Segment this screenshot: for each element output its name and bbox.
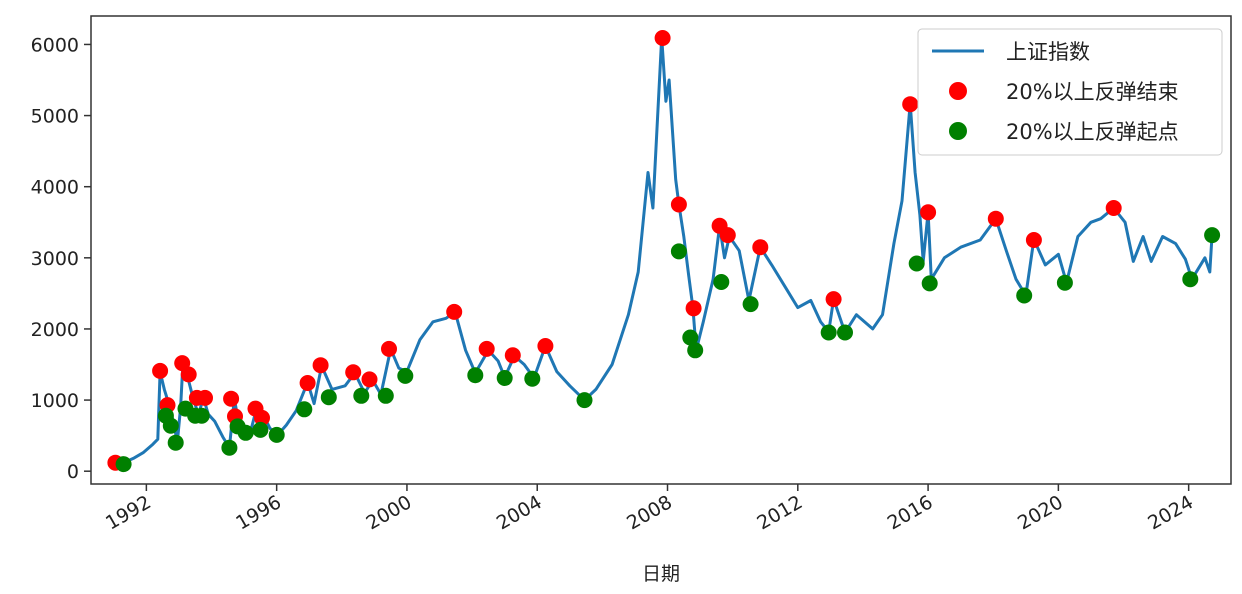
- rebound-start-point-31: [1056, 274, 1073, 291]
- rebound-end-point-6: [197, 389, 213, 406]
- rebound-start-point-13: [320, 389, 337, 406]
- rebound-start-point-19: [524, 370, 541, 387]
- x-tick-label-1992: 1992: [102, 491, 155, 534]
- rebound-start-point-15: [377, 387, 394, 404]
- rebound-end-point-22: [685, 300, 702, 317]
- rebound-start-point-9: [237, 424, 254, 441]
- rebound-end-point-30: [1025, 232, 1042, 248]
- legend: 上证指数 20%以上反弹结束 20%以上反弹起点: [917, 28, 1223, 156]
- x-tick-label-2012: 2012: [753, 491, 806, 534]
- rebound-end-point-14: [361, 371, 378, 388]
- x-axis-label: 日期: [642, 563, 680, 585]
- x-tick-label-1996: 1996: [232, 491, 285, 534]
- y-tick-label-3000: 3000: [31, 248, 79, 270]
- y-tick-label-0: 0: [67, 461, 79, 483]
- x-tick-label-2000: 2000: [363, 491, 416, 534]
- rebound-start-point-32: [1182, 271, 1199, 288]
- rebound-start-point-24: [713, 274, 730, 290]
- rebound-start-point-30: [1016, 287, 1033, 304]
- rebound-end-point-1: [152, 362, 169, 379]
- rebound-end-point-7: [223, 390, 240, 407]
- rebound-end-point-28: [920, 204, 937, 221]
- legend-item-rebound-end-label: 20%以上反弹结束: [1006, 80, 1179, 104]
- rebound-end-point-10: [254, 409, 270, 426]
- rebound-end-point-27: [902, 96, 919, 113]
- rebound-start-point-33: [1204, 227, 1221, 244]
- rebound-start-point-10: [252, 421, 269, 438]
- rebound-end-point-18: [504, 347, 521, 364]
- rebound-start-point-6: [193, 407, 210, 424]
- rebound-end-point-4: [180, 366, 197, 383]
- rebound-end-point-13: [345, 364, 362, 381]
- y-tick-label-6000: 6000: [31, 34, 79, 56]
- rebound-start-point-20: [576, 392, 593, 409]
- plot-area: [107, 30, 1221, 473]
- x-tick-label-2008: 2008: [623, 491, 676, 534]
- rebound-start-point-14: [353, 387, 370, 404]
- rebound-start-point-7: [221, 439, 238, 456]
- y-tick-label-5000: 5000: [31, 106, 79, 128]
- x-axis: 1992 1996 2000 2004 2008 2012 2016 2020 2024: [102, 484, 1197, 535]
- legend-item-index-label: 上证指数: [1006, 40, 1090, 64]
- rebound-start-point-11: [268, 426, 285, 443]
- rebound-start-point-0: [115, 456, 132, 473]
- y-tick-label-2000: 2000: [31, 319, 79, 341]
- rebound-start-point-16: [397, 367, 414, 384]
- y-tick-label-4000: 4000: [31, 177, 79, 199]
- x-tick-label-2024: 2024: [1144, 491, 1197, 534]
- rebound-end-point-31: [1105, 200, 1122, 216]
- x-tick-label-2016: 2016: [884, 491, 937, 534]
- rebound-start-point-26: [820, 324, 837, 341]
- rebound-end-point-17: [478, 340, 495, 357]
- rebound-end-point-25: [752, 239, 769, 256]
- rebound-start-point-23: [687, 342, 704, 359]
- legend-item-rebound-start-swatch: [949, 122, 967, 140]
- rebound-start-point-2: [162, 417, 179, 434]
- rebound-start-point-21: [670, 243, 687, 260]
- plot-frame: [90, 15, 1232, 485]
- y-tick-label-1000: 1000: [31, 390, 79, 412]
- rebound-end-point-26: [825, 291, 842, 308]
- rebound-start-point-18: [496, 370, 513, 386]
- rebound-start-point-25: [742, 296, 759, 313]
- rebound-end-point-19: [537, 338, 554, 354]
- x-tick-label-2020: 2020: [1014, 491, 1067, 534]
- rebound-end-point-20: [654, 30, 671, 46]
- rebound-start-point-3: [167, 434, 184, 451]
- legend-item-rebound-end-swatch: [949, 82, 967, 100]
- legend-box: [917, 28, 1223, 156]
- rebound-start-point-12: [296, 401, 313, 418]
- rebound-start-point-27: [837, 324, 853, 341]
- rebound-end-point-12: [312, 357, 329, 374]
- rebound-start-point-22: [682, 329, 699, 346]
- rebound-end-point-15: [381, 340, 397, 357]
- rebound-start-point-28: [908, 255, 925, 272]
- rebound-end-point-21: [670, 196, 687, 213]
- rebound-end-point-16: [446, 303, 463, 320]
- rebound-start-point-29: [921, 275, 938, 292]
- y-axis: 0 1000 2000 3000 4000 5000 6000: [31, 34, 91, 483]
- legend-item-rebound-start-label: 20%以上反弹起点: [1006, 120, 1179, 144]
- x-tick-label-2004: 2004: [493, 491, 546, 534]
- rebound-start-point-17: [467, 367, 484, 384]
- rebound-end-point-11: [299, 375, 316, 391]
- rebound-end-point-24: [719, 227, 736, 244]
- rebound-end-point-29: [987, 210, 1004, 227]
